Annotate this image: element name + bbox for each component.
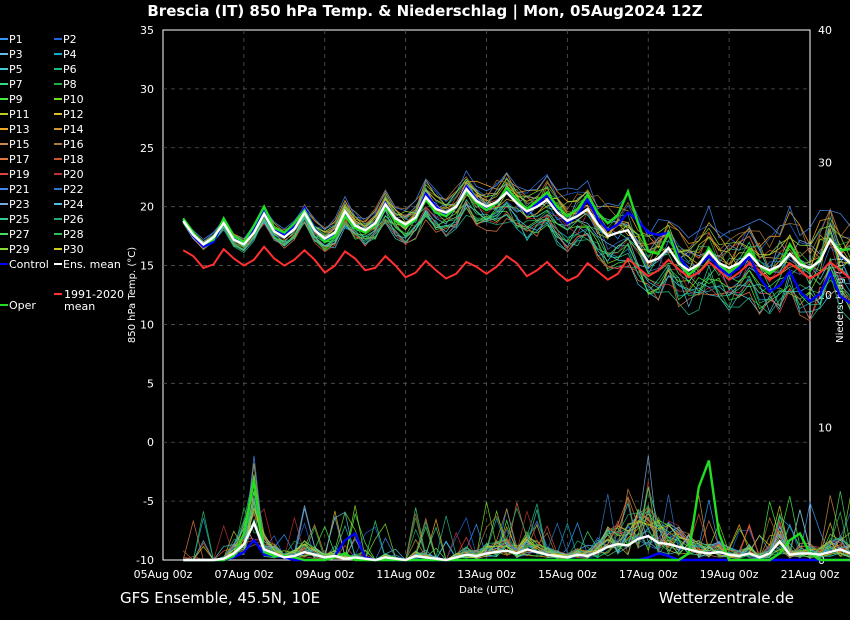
legend-label: P27 [9,228,30,241]
x-tick-label: 15Aug 00z [538,568,597,581]
legend-label: P30 [63,243,84,256]
legend-label: 1991-2020 [64,288,124,301]
ens-mean-temp-line [182,186,850,272]
x-tick-label: 05Aug 00z [134,568,193,581]
x-tick-label: 11Aug 00z [376,568,435,581]
member-temp-line-p25 [182,198,850,308]
x-tick-label: 17Aug 00z [619,568,678,581]
legend-label: P19 [9,168,30,181]
y-tick-label: 10 [140,318,154,331]
legend-label: P22 [63,183,84,196]
legend-label: P20 [63,168,84,181]
legend-label: P15 [9,138,30,151]
legend-label: Ens. mean [63,258,121,271]
y-tick-label: 0 [147,436,154,449]
legend-label: P29 [9,243,30,256]
legend-label: P8 [63,78,77,91]
legend-label: P7 [9,78,23,91]
oper-temp-line [182,185,850,277]
y-tick-label: 20 [140,201,154,214]
legend-label: P25 [9,213,30,226]
legend-label: P6 [63,63,77,76]
y-tick-label: 15 [140,260,154,273]
legend-label: mean [64,300,95,313]
legend-label: P12 [63,108,84,121]
y-tick-label: 25 [140,142,154,155]
legend-label: P26 [63,213,84,226]
legend-label: P23 [9,198,30,211]
y-axis-label: 850 hPa Temp. (°C) [127,247,138,343]
legend-label: P5 [9,63,23,76]
y-tick-label: 35 [140,24,154,37]
y-tick-label: 5 [147,377,154,390]
member-temp-line-p17 [182,206,850,322]
legend-label: P10 [63,93,84,106]
legend-label: P11 [9,108,30,121]
y-tick-label: -10 [136,554,154,567]
legend-label: P21 [9,183,30,196]
oper-precip-line [183,460,850,562]
member-precip-line-p29 [183,501,850,561]
legend-label: P17 [9,153,30,166]
x-tick-label: 09Aug 00z [295,568,354,581]
x-tick-label: 19Aug 00z [700,568,759,581]
x-axis-label: Date (UTC) [459,585,514,596]
legend-label: P14 [63,123,84,136]
legend-label: P16 [63,138,84,151]
site-credit: Wetterzentrale.de [658,589,794,607]
chart-title: Brescia (IT) 850 hPa Temp. & Niederschla… [147,2,703,20]
legend-label: P28 [63,228,84,241]
member-temp-line-p21 [182,170,850,241]
legend-label: P18 [63,153,84,166]
legend-label: P1 [9,33,23,46]
x-tick-label: 21Aug 00z [781,568,840,581]
1991-2020-mean-temp-line [182,245,850,283]
legend-label: P4 [63,48,77,61]
y2-tick-label: 40 [818,24,832,37]
legend-label: P9 [9,93,23,106]
y-tick-label: 30 [140,83,154,96]
legend-label: Control [9,258,49,271]
model-info: GFS Ensemble, 45.5N, 10E [120,589,321,607]
x-tick-label: 13Aug 00z [457,568,516,581]
legend-label: Oper [9,299,36,312]
legend-label: P2 [63,33,77,46]
legend-label: P3 [9,48,23,61]
member-temp-line-p28 [182,202,850,309]
member-temp-line-p27 [182,191,850,296]
y-tick-label: -5 [143,495,154,508]
legend-label: P24 [63,198,84,211]
legend-label: P13 [9,123,30,136]
y2-tick-label: 30 [818,157,832,170]
x-tick-label: 07Aug 00z [215,568,274,581]
ens-mean-precip-line [183,519,850,562]
y2-tick-label: 10 [818,422,832,435]
